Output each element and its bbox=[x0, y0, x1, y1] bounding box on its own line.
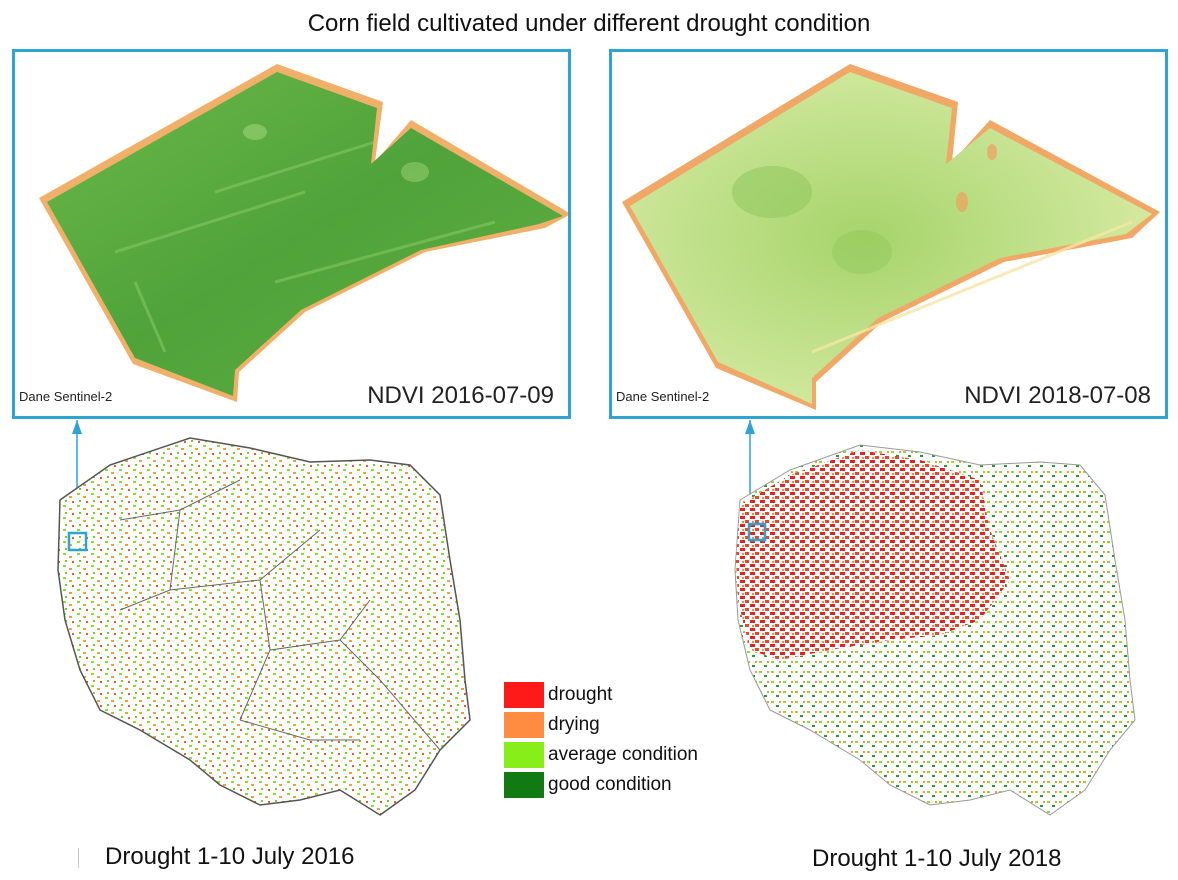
pointer-arrow-2016 bbox=[72, 420, 82, 434]
legend-swatch bbox=[504, 772, 544, 798]
map-caption-2016: Drought 1-10 July 2016 bbox=[105, 843, 355, 870]
field-marker-2016 bbox=[67, 531, 88, 552]
ndvi-panel-2016: Dane Sentinel-2 NDVI 2016-07-09 bbox=[12, 49, 571, 419]
map-poland-2016 bbox=[57, 420, 471, 816]
map-poland-2018 bbox=[734, 420, 1136, 816]
credit-label: Dane Sentinel-2 bbox=[616, 389, 710, 404]
field-patch bbox=[243, 124, 267, 140]
legend-label: good condition bbox=[548, 774, 672, 795]
legend-item-good: good condition bbox=[504, 770, 698, 800]
ndvi-panel-2018: Dane Sentinel-2 NDVI 2018-07-08 bbox=[609, 49, 1168, 419]
drought-zone-2018 bbox=[736, 450, 1010, 660]
field-polygon-2016 bbox=[47, 72, 563, 396]
credit-label: Dane Sentinel-2 bbox=[19, 389, 113, 404]
field-line-2018 bbox=[811, 220, 1133, 354]
legend-item-average: average condition bbox=[504, 740, 698, 770]
map-caption-2018: Drought 1-10 July 2018 bbox=[812, 845, 1062, 872]
figure-title: Corn field cultivated under different dr… bbox=[307, 10, 871, 37]
legend-swatch bbox=[504, 742, 544, 768]
legend-item-drying: drying bbox=[504, 710, 698, 740]
legend-swatch bbox=[504, 712, 544, 738]
field-stripes-2016 bbox=[114, 140, 496, 353]
field-marker-2018 bbox=[747, 522, 767, 542]
field-image-2016 bbox=[39, 64, 568, 402]
divider-tick bbox=[78, 848, 79, 868]
field-spot bbox=[987, 144, 997, 160]
legend-label: drought bbox=[548, 684, 613, 705]
pointer-arrow-2018 bbox=[745, 420, 755, 434]
field-polygon-2018 bbox=[630, 72, 1152, 404]
legend-swatch bbox=[504, 682, 544, 708]
field-patch bbox=[832, 230, 892, 274]
legend-label: drying bbox=[548, 714, 600, 735]
ndvi-date-label: NDVI 2018-07-08 bbox=[964, 382, 1151, 409]
field-patch bbox=[401, 162, 429, 182]
region-borders-2016 bbox=[119, 479, 441, 751]
country-outline-2016 bbox=[57, 437, 471, 816]
legend-item-drought: drought bbox=[504, 680, 698, 710]
field-spot bbox=[956, 192, 968, 212]
legend: drought drying average condition good co… bbox=[504, 680, 698, 800]
field-image-2018 bbox=[622, 64, 1160, 410]
legend-label: average condition bbox=[548, 744, 698, 765]
field-patch bbox=[732, 166, 812, 218]
ndvi-date-label: NDVI 2016-07-09 bbox=[367, 382, 554, 409]
